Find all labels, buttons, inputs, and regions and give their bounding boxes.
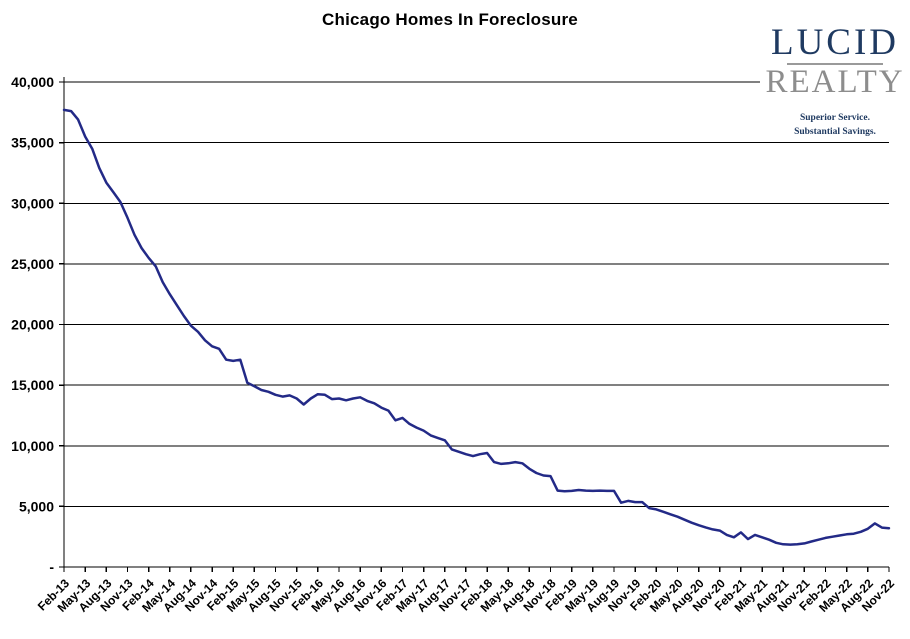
chart-title: Chicago Homes In Foreclosure [322,10,578,29]
svg-text:25,000: 25,000 [11,256,54,272]
foreclosure-trend-line [62,108,891,546]
gridlines [64,81,889,507]
axes-and-ticks [59,77,890,572]
svg-text:-: - [49,559,54,575]
logo-tagline-line2: Substantial Savings. [794,126,876,137]
logo-divider-rule [787,63,883,65]
lucid-realty-logo: LUCID REALTY Superior Service. Substanti… [760,0,910,142]
logo-word-lucid: LUCID [770,22,900,63]
svg-text:15,000: 15,000 [11,377,54,393]
svg-text:20,000: 20,000 [11,317,54,333]
svg-text:40,000: 40,000 [11,74,54,90]
svg-text:30,000: 30,000 [11,195,54,211]
logo-tagline: Superior Service. Substantial Savings. [760,112,910,140]
svg-text:35,000: 35,000 [11,135,54,151]
y-axis-labels: - 5,000 10,000 15,000 20,000 25,000 30,000 35,0… [11,74,54,575]
x-axis-labels: Feb-13May-13Aug-13Nov-13Feb-14May-14Aug-… [35,576,897,615]
svg-text:5,000: 5,000 [19,498,54,514]
svg-text:10,000: 10,000 [11,438,54,454]
logo-word-realty: REALTY [765,64,905,100]
logo-tagline-line1: Superior Service. [799,113,870,123]
